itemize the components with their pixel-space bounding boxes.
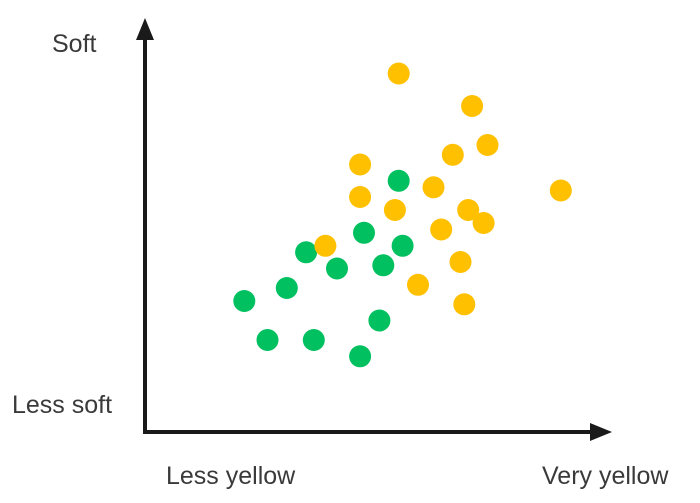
y-axis bbox=[136, 18, 154, 432]
data-point bbox=[256, 329, 279, 351]
data-point bbox=[295, 241, 318, 264]
data-point bbox=[476, 134, 499, 156]
data-point bbox=[275, 277, 298, 299]
data-point bbox=[368, 309, 391, 332]
x-axis-arrowhead bbox=[590, 423, 612, 441]
data-point bbox=[349, 153, 372, 176]
data-point bbox=[407, 273, 429, 296]
data-point bbox=[372, 254, 395, 277]
data-point bbox=[430, 218, 453, 241]
y-axis-arrowhead bbox=[136, 18, 154, 40]
y-axis-top-label: Soft bbox=[52, 30, 97, 58]
data-point bbox=[353, 221, 375, 244]
data-point bbox=[461, 95, 484, 117]
data-point bbox=[441, 143, 464, 166]
y-axis-bottom-label: Less soft bbox=[12, 391, 112, 419]
data-point bbox=[349, 345, 372, 368]
data-point bbox=[349, 186, 372, 208]
data-point bbox=[387, 62, 410, 85]
data-point bbox=[391, 234, 414, 257]
data-points bbox=[233, 62, 572, 368]
data-point bbox=[326, 257, 348, 280]
data-point bbox=[302, 329, 325, 351]
data-point bbox=[457, 199, 480, 221]
data-point bbox=[453, 293, 476, 316]
data-point bbox=[472, 212, 495, 234]
data-point bbox=[314, 234, 337, 257]
data-point bbox=[449, 251, 472, 273]
data-point bbox=[233, 290, 256, 312]
data-point bbox=[387, 169, 410, 192]
x-axis bbox=[143, 423, 612, 441]
x-axis-left-label: Less yellow bbox=[166, 462, 296, 490]
data-point bbox=[383, 199, 406, 221]
data-point bbox=[549, 179, 572, 202]
x-axis-right-label: Very yellow bbox=[542, 462, 669, 490]
data-point bbox=[422, 176, 445, 199]
